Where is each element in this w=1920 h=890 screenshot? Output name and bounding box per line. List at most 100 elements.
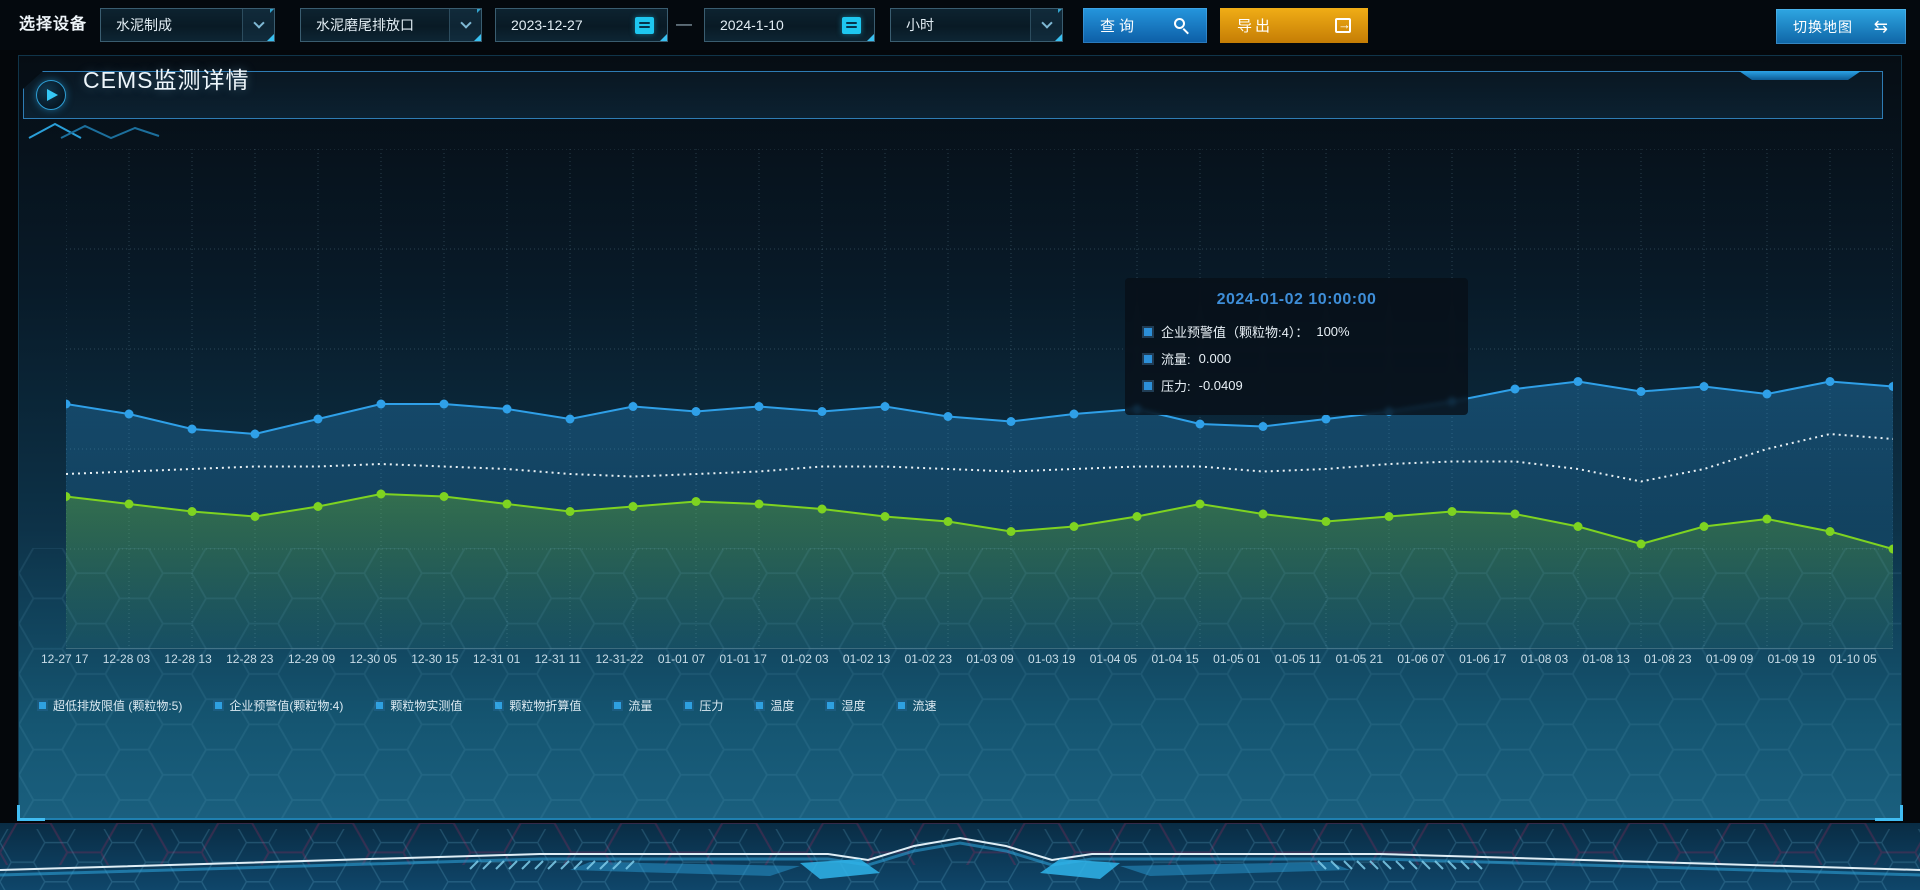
line-chart[interactable] bbox=[66, 149, 1893, 649]
tooltip-series-label: 压力: bbox=[1161, 379, 1191, 394]
legend-item-4[interactable]: 流量 bbox=[614, 697, 652, 714]
x-axis-label: 01-02 13 bbox=[842, 652, 891, 666]
start-date-input[interactable]: 2023-12-27 bbox=[495, 8, 668, 42]
corner-accent bbox=[1058, 9, 1062, 13]
export-button[interactable]: 导出 → bbox=[1220, 8, 1368, 43]
legend-marker-icon bbox=[495, 702, 503, 709]
tooltip-series-marker-icon bbox=[1144, 354, 1152, 363]
header-zigzag-decoration bbox=[28, 122, 160, 140]
chevron-down-icon bbox=[252, 17, 265, 29]
series-markers-压力 bbox=[66, 489, 1893, 554]
angular-lines bbox=[0, 836, 1920, 879]
legend-marker-icon bbox=[898, 702, 906, 709]
tooltip-rows: 企业预警值（颗粒物:4）： 100% 流量: 0.000 压力: -0.0409 bbox=[1125, 318, 1468, 399]
tooltip-timestamp: 2024-01-02 10:00:00 bbox=[1216, 291, 1377, 308]
calendar-icon[interactable] bbox=[635, 16, 654, 34]
x-axis-label: 01-03 19 bbox=[1028, 652, 1076, 666]
legend-label: 压力 bbox=[699, 699, 724, 713]
tooltip-series-value: 100% bbox=[1316, 324, 1350, 339]
legend-label: 颗粒物折算值 bbox=[509, 699, 582, 713]
corner-bracket bbox=[17, 805, 45, 821]
process-select[interactable]: 水泥制成 bbox=[100, 8, 275, 42]
tooltip-row: 压力: -0.0409 bbox=[1144, 372, 1468, 399]
tooltip-series-label: 流量: bbox=[1161, 352, 1191, 367]
process-select-caret-box[interactable] bbox=[242, 9, 274, 41]
calendar-icon[interactable] bbox=[842, 16, 861, 34]
legend-item-6[interactable]: 温度 bbox=[756, 697, 794, 714]
x-axis-label: 01-05 01 bbox=[1213, 652, 1261, 666]
legend-item-5[interactable]: 压力 bbox=[685, 697, 723, 714]
legend-item-8[interactable]: 流速 bbox=[898, 697, 936, 714]
corner-accent bbox=[1055, 34, 1062, 41]
x-axis-label: 12-27 17 bbox=[41, 652, 89, 666]
legend-label: 湿度 bbox=[841, 699, 866, 713]
corner-bracket bbox=[1875, 805, 1903, 821]
play-icon[interactable] bbox=[36, 80, 66, 110]
chevron-down-icon bbox=[459, 17, 472, 29]
tooltip-series-marker-icon bbox=[1144, 327, 1152, 336]
legend-marker-icon bbox=[376, 702, 384, 709]
x-axis-label: 01-01 17 bbox=[719, 652, 767, 666]
query-button-label: 查询 bbox=[1100, 18, 1139, 35]
export-icon-arrow: → bbox=[1338, 17, 1354, 32]
tooltip-row: 流量: 0.000 bbox=[1144, 345, 1468, 372]
x-axis-label: 12-31-22 bbox=[595, 652, 644, 666]
legend-label: 流速 bbox=[912, 699, 937, 713]
footer-decoration bbox=[0, 823, 1920, 890]
search-icon-circle bbox=[1174, 17, 1185, 29]
switch-map-button[interactable]: 切换地图 ⇆ bbox=[1776, 9, 1906, 44]
x-axis-label: 12-31 01 bbox=[472, 652, 521, 666]
tooltip-series-value: 0.000 bbox=[1198, 351, 1232, 366]
x-axis-label: 01-03 09 bbox=[966, 652, 1014, 666]
interval-select[interactable]: 小时 bbox=[890, 8, 1063, 42]
series-line-企业预警值(颗粒物:4) bbox=[66, 432, 1893, 483]
legend-item-2[interactable]: 颗粒物实测值 bbox=[376, 697, 462, 714]
corner-accent bbox=[270, 9, 274, 13]
chevron-down-icon bbox=[1040, 17, 1053, 29]
end-date-input[interactable]: 2024-1-10 bbox=[704, 8, 875, 42]
series-line-压力 bbox=[66, 492, 1893, 550]
legend-item-0[interactable]: 超低排放限值 (颗粒物:5) bbox=[39, 697, 182, 714]
x-axis-label: 01-02 23 bbox=[904, 652, 952, 666]
legend-label: 流量 bbox=[628, 699, 653, 713]
x-axis-label: 12-30 15 bbox=[411, 652, 459, 666]
calendar-icon-line bbox=[639, 22, 650, 24]
tooltip-series-value: -0.0409 bbox=[1198, 378, 1243, 393]
corner-accent bbox=[660, 34, 667, 41]
date-range-separator: — bbox=[676, 16, 692, 33]
chart-legend: 超低排放限值 (颗粒物:5) 企业预警值(颗粒物:4) 颗粒物实测值 颗粒物折算值 流量… bbox=[39, 697, 936, 714]
calendar-icon-line bbox=[639, 26, 650, 28]
x-axis-label: 01-04 05 bbox=[1089, 652, 1138, 666]
hex-teal-band bbox=[0, 829, 1920, 890]
toolbar: 选择设备 水泥制成 水泥磨尾排放口 2023-12-27 — 2024-1-10 bbox=[0, 0, 1920, 50]
series-line-流量 bbox=[66, 380, 1893, 436]
tooltip-row: 企业预警值（颗粒物:4）： 100% bbox=[1144, 318, 1468, 345]
legend-marker-icon bbox=[614, 702, 622, 709]
hatch-marks-left bbox=[469, 860, 635, 870]
corner-accent bbox=[867, 34, 874, 41]
x-axis-label: 01-09 19 bbox=[1767, 652, 1815, 666]
legend-marker-icon bbox=[215, 702, 223, 709]
chart-tooltip: 2024-01-02 10:00:00 企业预警值（颗粒物:4）： 100% 流量:… bbox=[1125, 278, 1468, 415]
x-axis-label: 12-28 13 bbox=[164, 652, 212, 666]
outlet-select[interactable]: 水泥磨尾排放口 bbox=[300, 8, 482, 42]
calendar-icon-line bbox=[846, 26, 857, 28]
legend-item-3[interactable]: 颗粒物折算值 bbox=[495, 697, 581, 714]
x-axis-label: 01-05 11 bbox=[1274, 652, 1322, 666]
interval-select-value: 小时 bbox=[906, 17, 934, 33]
x-axis-label: 01-02 03 bbox=[781, 652, 829, 666]
query-button[interactable]: 查询 bbox=[1083, 8, 1207, 43]
x-axis-label: 01-08 03 bbox=[1520, 652, 1569, 666]
legend-marker-icon bbox=[827, 702, 835, 709]
legend-item-1[interactable]: 企业预警值(颗粒物:4) bbox=[215, 697, 343, 714]
x-axis-label: 12-30 05 bbox=[349, 652, 397, 666]
x-axis-label: 01-05 21 bbox=[1335, 652, 1384, 666]
calendar-icon-line bbox=[846, 22, 857, 24]
panel-title: CEMS监测详情 bbox=[83, 67, 250, 93]
x-axis-label: 01-06 17 bbox=[1459, 652, 1507, 666]
x-axis-label: 12-28 03 bbox=[102, 652, 151, 666]
search-icon bbox=[1174, 17, 1190, 34]
x-axis-label: 01-10 05 bbox=[1829, 652, 1877, 666]
x-axis-label: 01-09 09 bbox=[1705, 652, 1754, 666]
legend-item-7[interactable]: 湿度 bbox=[827, 697, 865, 714]
